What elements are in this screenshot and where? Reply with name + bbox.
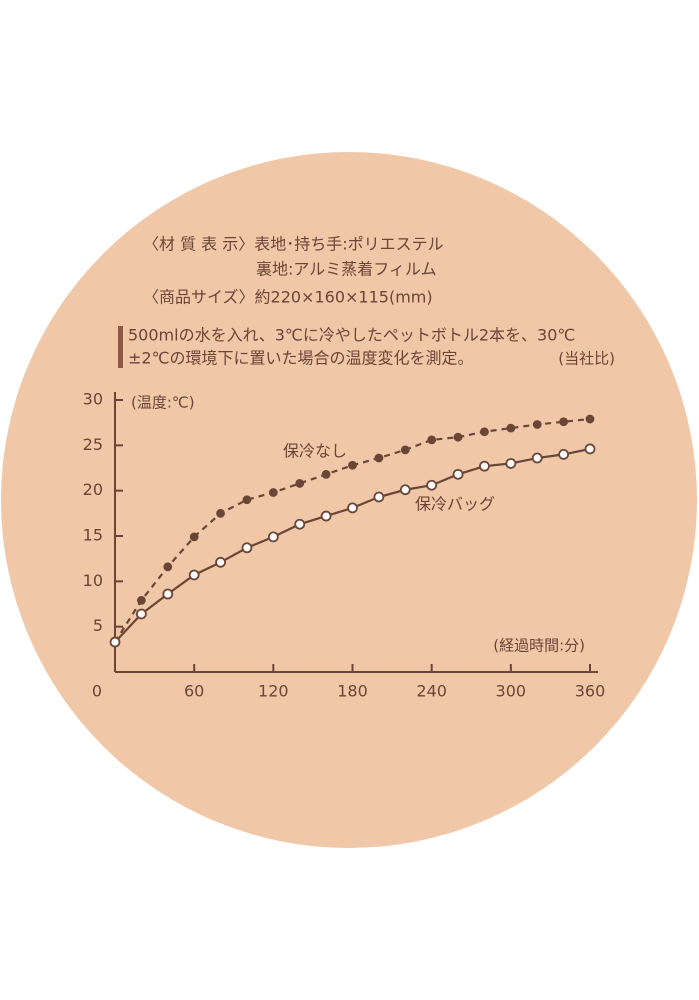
- data-point: [373, 491, 385, 503]
- data-point: [348, 460, 357, 470]
- data-point: [584, 443, 596, 455]
- data-point: [163, 562, 173, 572]
- y-tick-label: 5: [93, 616, 103, 635]
- y-tick-label: 25: [83, 435, 103, 454]
- series-label: 保冷なし: [283, 442, 347, 461]
- data-point: [531, 452, 543, 464]
- x-tick-label: 120: [258, 682, 289, 701]
- spec-line: 〈材 質 表 示〉表地･持ち手:ポリエステル: [143, 235, 444, 254]
- data-point: [374, 453, 384, 463]
- x-axis-label: (経過時間:分): [493, 637, 585, 655]
- data-point: [558, 448, 570, 460]
- x-tick-label: 0: [92, 682, 102, 701]
- data-point: [453, 432, 463, 442]
- data-point: [268, 488, 278, 497]
- y-tick-label: 15: [83, 526, 103, 545]
- note-line: ±2℃の環境下に置いた場合の温度変化を測定。: [128, 349, 474, 368]
- data-point: [585, 414, 595, 424]
- data-point: [400, 445, 410, 455]
- data-point: [162, 588, 174, 600]
- data-point: [267, 531, 279, 543]
- note-source: (当社比): [558, 350, 615, 368]
- data-point: [347, 502, 358, 514]
- data-point: [109, 636, 121, 648]
- data-point: [189, 532, 199, 542]
- x-tick-label: 240: [416, 682, 447, 701]
- data-point: [427, 435, 437, 445]
- data-point: [452, 468, 464, 480]
- spec-line: 裏地:アルミ蒸着フィルム: [256, 260, 437, 279]
- note-bar: [118, 326, 123, 368]
- y-tick-label: 20: [83, 480, 103, 499]
- data-point: [505, 458, 517, 469]
- y-tick-label: 30: [83, 390, 103, 409]
- background-circle: [1, 152, 697, 848]
- series-label: 保冷バッグ: [415, 495, 495, 514]
- data-point: [241, 542, 253, 554]
- data-point: [136, 595, 146, 605]
- data-point: [399, 484, 411, 496]
- data-point: [135, 608, 147, 620]
- data-point: [506, 423, 516, 433]
- data-point: [188, 569, 200, 581]
- y-axis-label: (温度:℃): [131, 394, 195, 412]
- data-point: [480, 427, 489, 437]
- note-line: 500mlの水を入れ、3℃に冷やしたペットボトル2本を、30℃: [128, 326, 575, 345]
- data-point: [320, 510, 332, 522]
- y-tick-label: 10: [83, 571, 103, 590]
- data-point: [559, 417, 569, 427]
- data-point: [321, 469, 331, 479]
- data-point: [479, 460, 490, 472]
- data-point: [295, 479, 305, 488]
- x-tick-label: 60: [184, 682, 204, 701]
- data-point: [242, 495, 252, 505]
- x-tick-label: 360: [575, 682, 606, 701]
- data-point: [294, 518, 306, 530]
- x-tick-label: 180: [337, 682, 368, 701]
- data-point: [532, 420, 542, 429]
- spec-line: 〈商品サイズ〉約220×160×115(mm): [143, 288, 433, 307]
- data-point: [426, 479, 438, 491]
- x-tick-label: 300: [496, 682, 527, 701]
- data-point: [215, 556, 226, 568]
- data-point: [216, 508, 225, 518]
